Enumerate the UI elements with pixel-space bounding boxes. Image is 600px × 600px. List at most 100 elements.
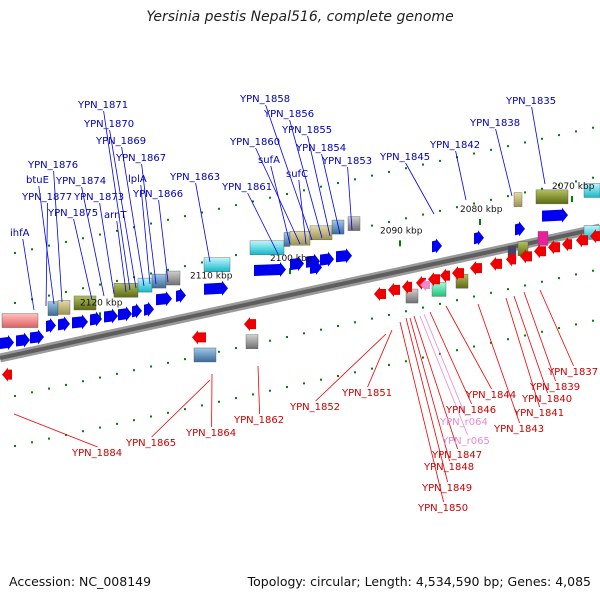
reverse-gene-label: YPN_1848	[423, 462, 474, 473]
gene-arrows-layer	[0, 207, 600, 382]
forward-gene-arrow	[0, 335, 14, 350]
rail-dot	[320, 185, 322, 188]
rail-dot	[320, 378, 322, 381]
rail-dot	[99, 426, 101, 429]
reverse-gene-arrow	[470, 261, 482, 276]
cog-category-box	[1, 313, 39, 328]
rail-dot	[575, 180, 577, 183]
rail-dot	[269, 339, 271, 342]
rail-dot	[14, 444, 16, 447]
reverse-gene-arrow	[428, 272, 440, 287]
forward-gene-arrow	[474, 230, 484, 246]
reverse-gene-label: YPN_1852	[289, 402, 340, 413]
rail-dot	[354, 321, 356, 324]
cog-category-box	[537, 231, 549, 246]
rail-dot	[201, 404, 203, 407]
rail-dot	[507, 288, 509, 291]
rail-dot	[456, 299, 458, 302]
rail-dot	[184, 358, 186, 361]
rail-dot	[82, 287, 84, 290]
forward-gene-arrow	[118, 306, 132, 322]
reverse-gene-label: YPN_1847	[431, 450, 482, 461]
rail-dot	[150, 415, 152, 418]
rna-gene-label: YPN_r065	[441, 436, 490, 447]
rail-dot	[116, 279, 118, 282]
forward-leader-line	[347, 166, 353, 231]
forward-gene-label: YPN_1875	[47, 208, 98, 219]
reverse-gene-arrow	[520, 249, 532, 264]
forward-gene-label: YPN_1860	[229, 137, 280, 148]
kbp-tick-mark	[289, 268, 291, 275]
reverse-gene-arrow	[490, 256, 502, 271]
rail-dot	[490, 198, 492, 201]
reverse-gene-arrow	[440, 268, 450, 283]
rail-dot	[405, 360, 407, 363]
forward-leader-line	[103, 110, 131, 291]
forward-gene-arrow	[310, 259, 322, 275]
forward-gene-arrow	[542, 207, 568, 223]
rail-dot	[507, 145, 509, 148]
forward-gene-label: YPN_1873	[73, 192, 124, 203]
rail-dot	[31, 391, 33, 394]
rail-dot	[473, 152, 475, 155]
rail-dot	[439, 302, 441, 305]
rail-dot	[439, 209, 441, 212]
rail-dot	[218, 350, 220, 353]
forward-gene-arrow	[144, 301, 154, 317]
rail-dot	[303, 332, 305, 335]
rail-dot	[303, 189, 305, 192]
kbp-tick-mark	[571, 196, 573, 203]
forward-gene-label: YPN_1863	[169, 172, 220, 183]
reverse-gene-label: YPN_1864	[185, 428, 236, 439]
forward-gene-label: YPN_1858	[239, 94, 290, 105]
rail-dot	[82, 430, 84, 433]
forward-leader-line	[195, 182, 211, 263]
forward-leader-line	[247, 192, 279, 255]
forward-gene-label: sufA	[258, 155, 280, 166]
kbp-tick-label: 2080 kbp	[460, 205, 503, 215]
rail-dot	[184, 215, 186, 218]
forward-gene-arrow	[156, 291, 172, 307]
reverse-leader-line	[399, 321, 444, 503]
reverse-leader-line	[409, 317, 450, 462]
rna-leader-line	[419, 315, 468, 436]
rail-dot	[354, 371, 356, 374]
reverse-gene-arrow	[402, 279, 412, 294]
reverse-leader-line	[315, 333, 387, 402]
reverse-leader-line	[523, 291, 556, 382]
forward-leader-line	[307, 135, 331, 237]
reverse-gene-label: YPN_1843	[493, 424, 544, 435]
rail-dot	[388, 313, 390, 316]
forward-gene-label: YPN_1877	[21, 192, 72, 203]
forward-gene-label: YPN_1854	[295, 143, 346, 154]
rail-dot	[371, 174, 373, 177]
forward-leader-line	[53, 170, 63, 303]
rail-dot	[235, 397, 237, 400]
rail-dot	[371, 317, 373, 320]
rail-dot	[558, 134, 560, 137]
cog-category-box	[73, 295, 97, 311]
rail-dot	[337, 374, 339, 377]
reverse-gene-label: YPN_1841	[513, 408, 564, 419]
reverse-gene-arrow	[374, 286, 386, 301]
forward-gene-label: YPN_1838	[469, 118, 520, 129]
forward-leader-line	[81, 186, 105, 297]
kbp-tick-label: 2100 kbp	[270, 254, 313, 264]
rail-dot	[65, 240, 67, 243]
reverse-leader-line	[151, 379, 211, 438]
rail-dot	[116, 372, 118, 375]
forward-gene-label: btuE	[26, 175, 49, 186]
forward-gene-label: YPN_1871	[77, 100, 128, 111]
leader-lines-layer	[13, 104, 574, 503]
genome-backbone	[0, 226, 600, 360]
reverse-gene-arrow	[506, 252, 516, 267]
rail-dot	[252, 200, 254, 203]
rail-dot	[388, 170, 390, 173]
forward-leader-line	[38, 185, 55, 305]
reverse-gene-arrow	[388, 282, 400, 297]
forward-gene-label: sufC	[286, 169, 308, 180]
reverse-leader-line	[513, 295, 548, 394]
forward-leader-line	[73, 218, 93, 301]
kbp-tick-label: 2110 kbp	[190, 272, 233, 282]
rail-dot	[235, 204, 237, 207]
